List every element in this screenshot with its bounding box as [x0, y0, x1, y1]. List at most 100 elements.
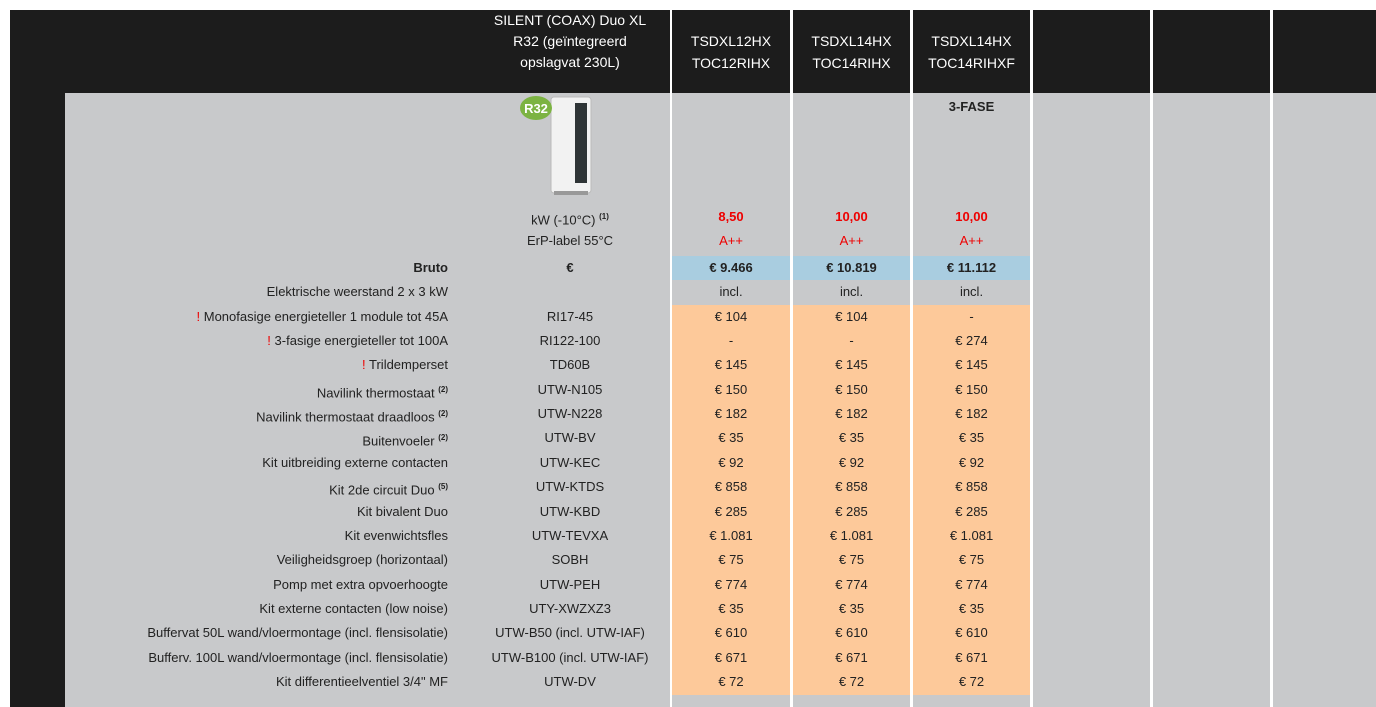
row-price-text: € 145: [955, 357, 988, 372]
row-price: € 145: [672, 357, 790, 373]
bruto-price: € 9.466: [672, 260, 790, 276]
row-price-text: € 774: [835, 577, 868, 592]
row-value: incl.: [913, 284, 1030, 300]
row-label: Veiligheidsgroep (horizontaal): [277, 552, 448, 568]
footnote-ref: (2): [438, 409, 448, 418]
row-price-text: € 1.081: [709, 528, 752, 543]
row-price: € 182: [913, 406, 1030, 422]
row-price: € 104: [793, 309, 910, 325]
row-price: € 858: [913, 479, 1030, 495]
row-label-text: Kit uitbreiding externe contacten: [262, 455, 448, 470]
row-code: UTW-B100 (incl. UTW-IAF): [470, 650, 670, 666]
row-code-text: UTW-TEVXA: [532, 528, 608, 543]
row-label-text: Kit differentieelventiel 3/4" MF: [276, 674, 448, 689]
row-code-text: SOBH: [552, 552, 589, 567]
row-price-text: -: [729, 333, 733, 348]
row-code-text: UTW-KEC: [540, 455, 600, 470]
row-code-text: UTW-KTDS: [536, 479, 604, 494]
spec-label-text: ErP-label 55°C: [527, 233, 613, 248]
row-code-text: RI17-45: [547, 309, 593, 324]
row-price-text: € 92: [718, 455, 743, 470]
row-label-text: Kit bivalent Duo: [357, 504, 448, 519]
row-label: Bufferv. 100L wand/vloermontage (incl. f…: [148, 650, 448, 666]
row-price-text: € 774: [955, 577, 988, 592]
row-price: € 858: [793, 479, 910, 495]
row-label-text: Kit externe contacten (low noise): [259, 601, 448, 616]
model-header: R32 (geïntegreerd: [470, 31, 670, 51]
row-label: Kit evenwichtsfles: [345, 528, 448, 544]
spec-value-text: A++: [840, 233, 864, 248]
row-label-text: Bufferv. 100L wand/vloermontage (incl. f…: [148, 650, 448, 665]
row-price-text: € 104: [715, 309, 748, 324]
left-band: [10, 93, 65, 707]
row-price-text: € 858: [955, 479, 988, 494]
row-label: Buitenvoeler (2): [362, 430, 448, 449]
variant-note: 3-FASE: [913, 99, 1030, 115]
spec-value: A++: [672, 233, 790, 249]
row-code: UTY-XWZXZ3: [470, 601, 670, 617]
row-code: UTW-BV: [470, 430, 670, 446]
row-price: € 182: [672, 406, 790, 422]
footnote-ref: (1): [599, 212, 609, 221]
bruto-price-text: € 9.466: [709, 260, 752, 275]
row-label-text: Veiligheidsgroep (horizontaal): [277, 552, 448, 567]
row-price-text: € 858: [835, 479, 868, 494]
spec-value: 10,00: [913, 209, 1030, 225]
spec-value: 8,50: [672, 209, 790, 225]
row-code: SOBH: [470, 552, 670, 568]
variant-note-text: 3-FASE: [949, 99, 995, 114]
variant-header-text: TOC14RIHXF: [928, 55, 1015, 71]
row-label-text: Elektrische weerstand 2 x 3 kW: [267, 284, 448, 299]
row-label-text: Monofasige energieteller 1 module tot 45…: [204, 309, 448, 324]
row-price: € 150: [793, 382, 910, 398]
row-label: Kit 2de circuit Duo (5): [329, 479, 448, 498]
row-price: € 72: [672, 674, 790, 690]
bruto-code: €: [470, 260, 670, 276]
row-code-text: UTW-BV: [544, 430, 595, 445]
row-price: € 75: [913, 552, 1030, 568]
variant-header: TOC12RIHX: [672, 53, 790, 73]
row-price: € 92: [913, 455, 1030, 471]
row-price-text: € 92: [839, 455, 864, 470]
bruto-label: Bruto: [413, 260, 448, 276]
product-image: R32: [510, 93, 610, 198]
row-price-text: € 182: [835, 406, 868, 421]
row-price: € 274: [913, 333, 1030, 349]
row-price: € 285: [793, 504, 910, 520]
row-price: € 610: [672, 625, 790, 641]
row-price: € 104: [672, 309, 790, 325]
row-price-text: € 72: [959, 674, 984, 689]
warning-flag: !: [267, 333, 271, 348]
row-code: TD60B: [470, 357, 670, 373]
row-price-text: € 1.081: [830, 528, 873, 543]
row-label-text: Kit evenwichtsfles: [345, 528, 448, 543]
row-price-text: € 35: [959, 601, 984, 616]
variant-header-text: TOC12RIHX: [692, 55, 770, 71]
row-price: -: [793, 333, 910, 349]
column-divider: [1030, 10, 1033, 707]
row-label-text: Buitenvoeler: [362, 434, 434, 449]
row-price-text: € 285: [835, 504, 868, 519]
row-code: UTW-N105: [470, 382, 670, 398]
variant-header-text: TSDXL14HX: [811, 33, 891, 49]
row-value: incl.: [793, 284, 910, 300]
row-price: € 1.081: [672, 528, 790, 544]
column-divider: [1270, 10, 1273, 707]
spec-value-text: 10,00: [835, 209, 868, 224]
variant-header: TOC14RIHX: [793, 53, 910, 73]
row-code: UTW-TEVXA: [470, 528, 670, 544]
model-header-text: R32 (geïntegreerd: [513, 33, 627, 49]
variant-header-text: TOC14RIHX: [812, 55, 890, 71]
row-price-text: € 35: [839, 601, 864, 616]
model-header: opslagvat 230L): [470, 52, 670, 72]
row-label: Navilink thermostaat draadloos (2): [256, 406, 448, 425]
row-price: € 285: [913, 504, 1030, 520]
row-code: UTW-B50 (incl. UTW-IAF): [470, 625, 670, 641]
row-label-text: Buffervat 50L wand/vloermontage (incl. f…: [147, 625, 448, 640]
row-code-text: UTW-B50 (incl. UTW-IAF): [495, 625, 645, 640]
warning-flag: !: [362, 357, 366, 372]
row-price-text: € 35: [718, 430, 743, 445]
row-price-text: -: [969, 309, 973, 324]
variant-header: TSDXL12HX: [672, 31, 790, 51]
spec-value: A++: [913, 233, 1030, 249]
